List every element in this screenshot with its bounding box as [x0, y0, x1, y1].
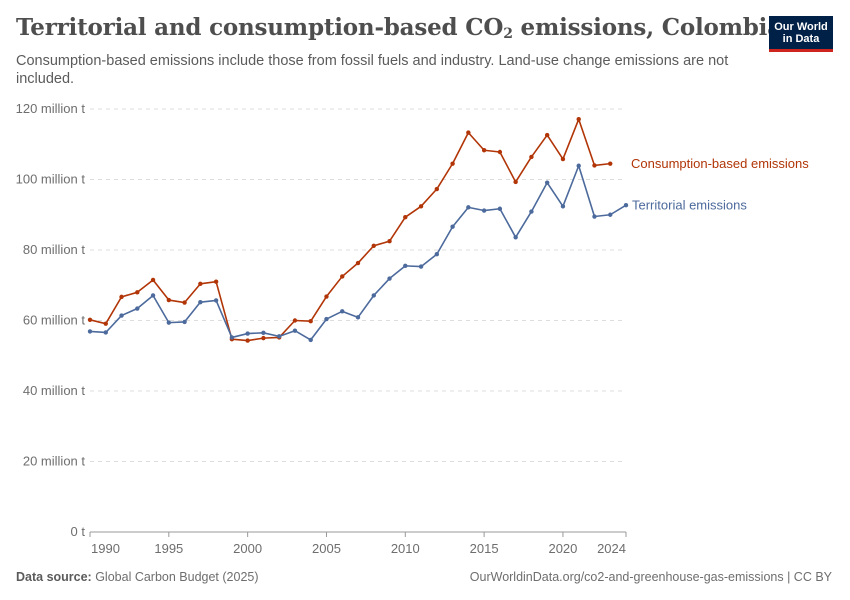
data-point	[592, 163, 597, 168]
data-point	[513, 179, 518, 185]
y-tick-label: 0 t	[71, 524, 86, 539]
y-tick-label: 120 million t	[16, 101, 86, 116]
data-point	[544, 132, 550, 138]
data-point	[324, 316, 329, 322]
data-point	[529, 209, 534, 214]
logo-line-2: in Data	[782, 32, 820, 45]
data-point	[450, 224, 455, 229]
data-point	[103, 330, 108, 335]
data-point	[87, 329, 93, 334]
data-point	[261, 330, 266, 336]
source-url[interactable]: OurWorldinData.org/co2-and-greenhouse-ga…	[469, 570, 832, 584]
logo-line-1: Our World	[774, 20, 828, 33]
data-point	[497, 149, 503, 155]
data-point	[182, 319, 187, 325]
title-suffix: emissions, Colombia	[512, 14, 783, 41]
data-point	[623, 203, 629, 208]
data-point	[403, 215, 408, 220]
data-point	[135, 306, 140, 311]
series-label: Territorial emissions	[632, 198, 747, 213]
data-point	[481, 208, 487, 213]
title-main: Territorial and consumption-based CO	[16, 14, 504, 41]
title-subscript: 2	[503, 26, 513, 42]
x-tick-label: 2024	[597, 541, 626, 556]
data-point	[371, 293, 376, 298]
data-point	[450, 161, 455, 166]
data-point	[608, 212, 613, 217]
data-point	[403, 263, 408, 269]
data-point	[182, 300, 187, 305]
data-point	[119, 313, 124, 318]
line-chart: 0 t 20 million t 40 million t 60 million t 8…	[16, 101, 810, 556]
data-point	[434, 252, 440, 257]
data-point	[150, 293, 156, 298]
y-tick-label: 60 million t	[23, 313, 86, 328]
x-tick-label: 1995	[154, 541, 183, 556]
data-point	[229, 335, 235, 340]
data-point	[261, 335, 266, 341]
y-tick-label: 20 million t	[23, 454, 86, 469]
data-point	[544, 180, 550, 185]
data-point	[166, 297, 172, 303]
data-point	[466, 205, 471, 210]
data-point	[481, 148, 487, 153]
data-point	[213, 279, 219, 284]
series-line	[89, 164, 627, 341]
x-tick-label: 2010	[391, 541, 420, 556]
data-point	[276, 334, 282, 339]
data-point	[292, 328, 298, 333]
data-point	[87, 317, 93, 322]
data-point	[119, 294, 124, 300]
data-point	[355, 315, 361, 320]
owid-logo[interactable]: Our World in Data	[769, 16, 833, 52]
data-point	[340, 309, 345, 314]
data-point	[198, 299, 203, 305]
data-point	[213, 298, 219, 303]
data-point	[513, 235, 518, 240]
data-point	[308, 319, 313, 324]
data-point	[245, 338, 250, 343]
data-point	[466, 130, 471, 135]
data-source-label: Data source:	[16, 570, 92, 584]
data-point	[292, 318, 298, 323]
data-point	[308, 337, 313, 343]
data-point	[245, 331, 250, 336]
chart-title: Territorial and consumption-based CO2 em…	[16, 14, 782, 42]
data-point	[355, 260, 361, 266]
y-tick-label: 100 million t	[16, 172, 86, 187]
x-tick-label: 2015	[470, 541, 499, 556]
data-point	[418, 264, 424, 269]
x-tick-label: 2005	[312, 541, 341, 556]
data-point	[135, 290, 140, 295]
data-point	[387, 238, 392, 244]
y-tick-label: 80 million t	[23, 242, 86, 257]
data-point	[103, 321, 108, 326]
data-point	[576, 163, 581, 168]
data-point	[608, 161, 613, 166]
data-point	[371, 243, 376, 248]
data-point	[434, 186, 440, 192]
data-point	[576, 117, 581, 122]
data-source: Data source: Global Carbon Budget (2025)	[16, 570, 259, 584]
data-point	[592, 214, 597, 219]
data-point	[560, 204, 566, 209]
x-tick-label: 2000	[233, 541, 262, 556]
data-point	[340, 274, 345, 279]
x-tick-label: 2020	[548, 541, 577, 556]
data-point	[198, 281, 203, 287]
data-point	[418, 204, 424, 209]
y-tick-label: 40 million t	[23, 383, 86, 398]
data-point	[150, 277, 156, 283]
data-source-text: Global Carbon Budget (2025)	[91, 570, 259, 584]
series-label: Consumption-based emissions	[631, 156, 809, 171]
data-point	[497, 206, 503, 211]
data-point	[387, 276, 392, 281]
data-point	[529, 154, 534, 160]
data-point	[166, 320, 172, 325]
x-tick-label: 1990	[91, 541, 120, 556]
series-line	[89, 118, 611, 342]
chart-subtitle: Consumption-based emissions include thos…	[16, 53, 729, 87]
data-point	[324, 294, 329, 299]
data-point	[560, 156, 566, 162]
